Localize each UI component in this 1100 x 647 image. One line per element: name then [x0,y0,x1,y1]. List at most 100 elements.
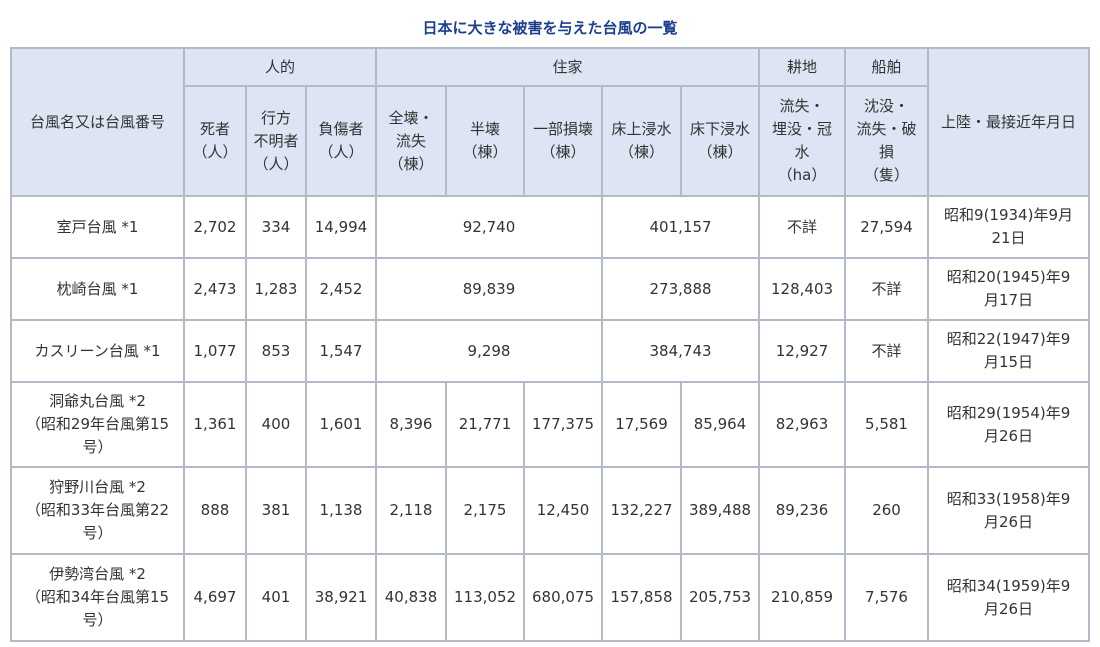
typhoon-name-cell: 伊勢湾台風 *2 （昭和34年台風第15 号） [10,553,185,642]
header-line: 不明者 [253,131,299,150]
date-line: 月26日 [983,426,1034,445]
above-floor-flood-cell: 132,227 [601,466,683,555]
ships-cell: 260 [844,466,930,555]
landfall-date-cell: 昭和22(1947)年9 月15日 [927,319,1091,383]
header-line: （人） [318,143,364,161]
header-housing-damage: 住家 [375,47,761,87]
typhoon-name-line: 伊勢湾台風 *2 [49,565,146,583]
typhoon-name-line: 枕崎台風 *1 [56,279,139,298]
header-line: 一部損壊 [533,120,594,138]
landfall-date-cell: 昭和33(1958)年9 月26日 [927,466,1091,555]
table-row: 洞爺丸台風 *2 （昭和29年台風第15 号） 1,361 400 1,601 … [10,381,1091,468]
header-line: （棟） [462,143,508,161]
partial-damage-cell: 680,075 [523,553,604,642]
ships-cell: 5,581 [844,381,930,468]
farmland-cell: 89,236 [758,466,847,555]
header-line: 負傷者 [318,120,364,138]
ships-cell: 27,594 [844,195,930,259]
typhoon-name-cell: 枕崎台風 *1 [10,257,185,321]
landfall-date-cell: 昭和29(1954)年9 月26日 [927,381,1091,468]
header-line: 行方 [260,108,291,127]
header-line: 損 [879,143,895,161]
header-line: 床下浸水 [690,120,751,138]
header-line: 埋没・冠 [772,120,833,138]
table-row: 伊勢湾台風 *2 （昭和34年台風第15 号） 4,697 401 38,921… [10,553,1091,642]
header-ships-detail: 沈没・ 流失・破 損 （隻） [844,85,930,197]
date-line: 21日 [991,229,1026,247]
header-farmland: 耕地 [758,47,847,87]
typhoon-name-line: 洞爺丸台風 *2 [49,392,146,410]
typhoon-name-line: （昭和34年台風第15 [25,588,170,606]
farmland-cell: 不詳 [758,195,847,259]
farmland-cell: 82,963 [758,381,847,468]
deaths-cell: 2,473 [183,257,247,321]
typhoon-name-line: （昭和33年台風第22 [25,501,170,519]
header-line: （棟） [540,143,586,161]
farmland-cell: 128,403 [758,257,847,321]
header-line: （ha） [777,166,827,184]
typhoon-name-line: 室戸台風 *1 [56,217,139,236]
header-row-sub: 死者 （人） 行方 不明者 （人） 負傷者 （人） 全壊・ 流失 （棟） 半壊 … [11,85,1089,197]
injured-cell: 14,994 [304,195,378,259]
half-destroyed-cell: 113,052 [445,553,526,642]
typhoon-name-line: 号） [82,438,113,456]
header-typhoon-name: 台風名又は台風番号 [10,47,185,197]
date-line: 月17日 [983,291,1034,309]
landfall-date-cell: 昭和20(1945)年9 月17日 [927,257,1091,321]
typhoon-name-line: （昭和29年台風第15 [25,415,170,433]
destroyed-cell: 8,396 [375,381,448,468]
date-line: 昭和34(1959)年9 [946,576,1071,595]
header-line: 死者 [199,120,230,138]
header-ships: 船舶 [844,47,930,87]
flood-combined-cell: 401,157 [601,195,761,259]
header-destroyed: 全壊・ 流失 （棟） [375,85,448,197]
header-line: （棟） [697,143,743,161]
header-missing: 行方 不明者 （人） [245,85,307,197]
typhoon-damage-table: 台風名又は台風番号 人的 住家 耕地 船舶 上陸・最接近年月日 死者 （人） 行… [10,47,1091,642]
header-landfall-date: 上陸・最接近年月日 [927,47,1091,197]
ships-cell: 不詳 [844,319,930,383]
header-line: （棟） [619,143,665,161]
date-line: 月26日 [983,599,1034,618]
destroyed-cell: 2,118 [375,466,448,555]
missing-cell: 334 [245,195,307,259]
destroyed-cell: 40,838 [375,553,448,642]
partial-damage-cell: 12,450 [523,466,604,555]
header-above-floor-flood: 床上浸水 （棟） [601,85,683,197]
deaths-cell: 1,077 [183,319,247,383]
injured-cell: 1,547 [304,319,378,383]
typhoon-name-cell: 狩野川台風 *2 （昭和33年台風第22 号） [10,466,185,555]
missing-cell: 400 [245,381,307,468]
typhoon-name-cell: カスリーン台風 *1 [10,319,185,383]
header-below-floor-flood: 床下浸水 （棟） [680,85,761,197]
housing-damage-combined-cell: 9,298 [375,319,604,383]
partial-damage-cell: 177,375 [523,381,604,468]
injured-cell: 1,138 [304,466,378,555]
header-line: 流失・破 [856,120,917,138]
date-line: 月26日 [983,512,1034,531]
missing-cell: 381 [245,466,307,555]
housing-damage-combined-cell: 89,839 [375,257,604,321]
header-half-destroyed: 半壊 （棟） [445,85,526,197]
header-line: 全壊・ [388,108,434,127]
typhoon-name-line: 号） [82,524,113,542]
header-line: （人） [192,143,238,161]
below-floor-flood-cell: 85,964 [680,381,761,468]
date-line: 昭和20(1945)年9 [946,268,1071,286]
missing-cell: 401 [245,553,307,642]
header-farmland-detail: 流失・ 埋没・冠 水 （ha） [758,85,847,197]
missing-cell: 1,283 [245,257,307,321]
landfall-date-cell: 昭和34(1959)年9 月26日 [927,553,1091,642]
injured-cell: 38,921 [304,553,378,642]
housing-damage-combined-cell: 92,740 [375,195,604,259]
date-line: 昭和29(1954)年9 [946,403,1071,422]
typhoon-name-line: 号） [82,611,113,629]
flood-combined-cell: 384,743 [601,319,761,383]
header-line: （人） [253,154,299,173]
typhoon-name-line: 狩野川台風 *2 [49,478,146,496]
deaths-cell: 4,697 [183,553,247,642]
above-floor-flood-cell: 157,858 [601,553,683,642]
table-row: カスリーン台風 *1 1,077 853 1,547 9,298 384,743… [10,319,1091,383]
ships-cell: 7,576 [844,553,930,642]
ships-cell: 不詳 [844,257,930,321]
